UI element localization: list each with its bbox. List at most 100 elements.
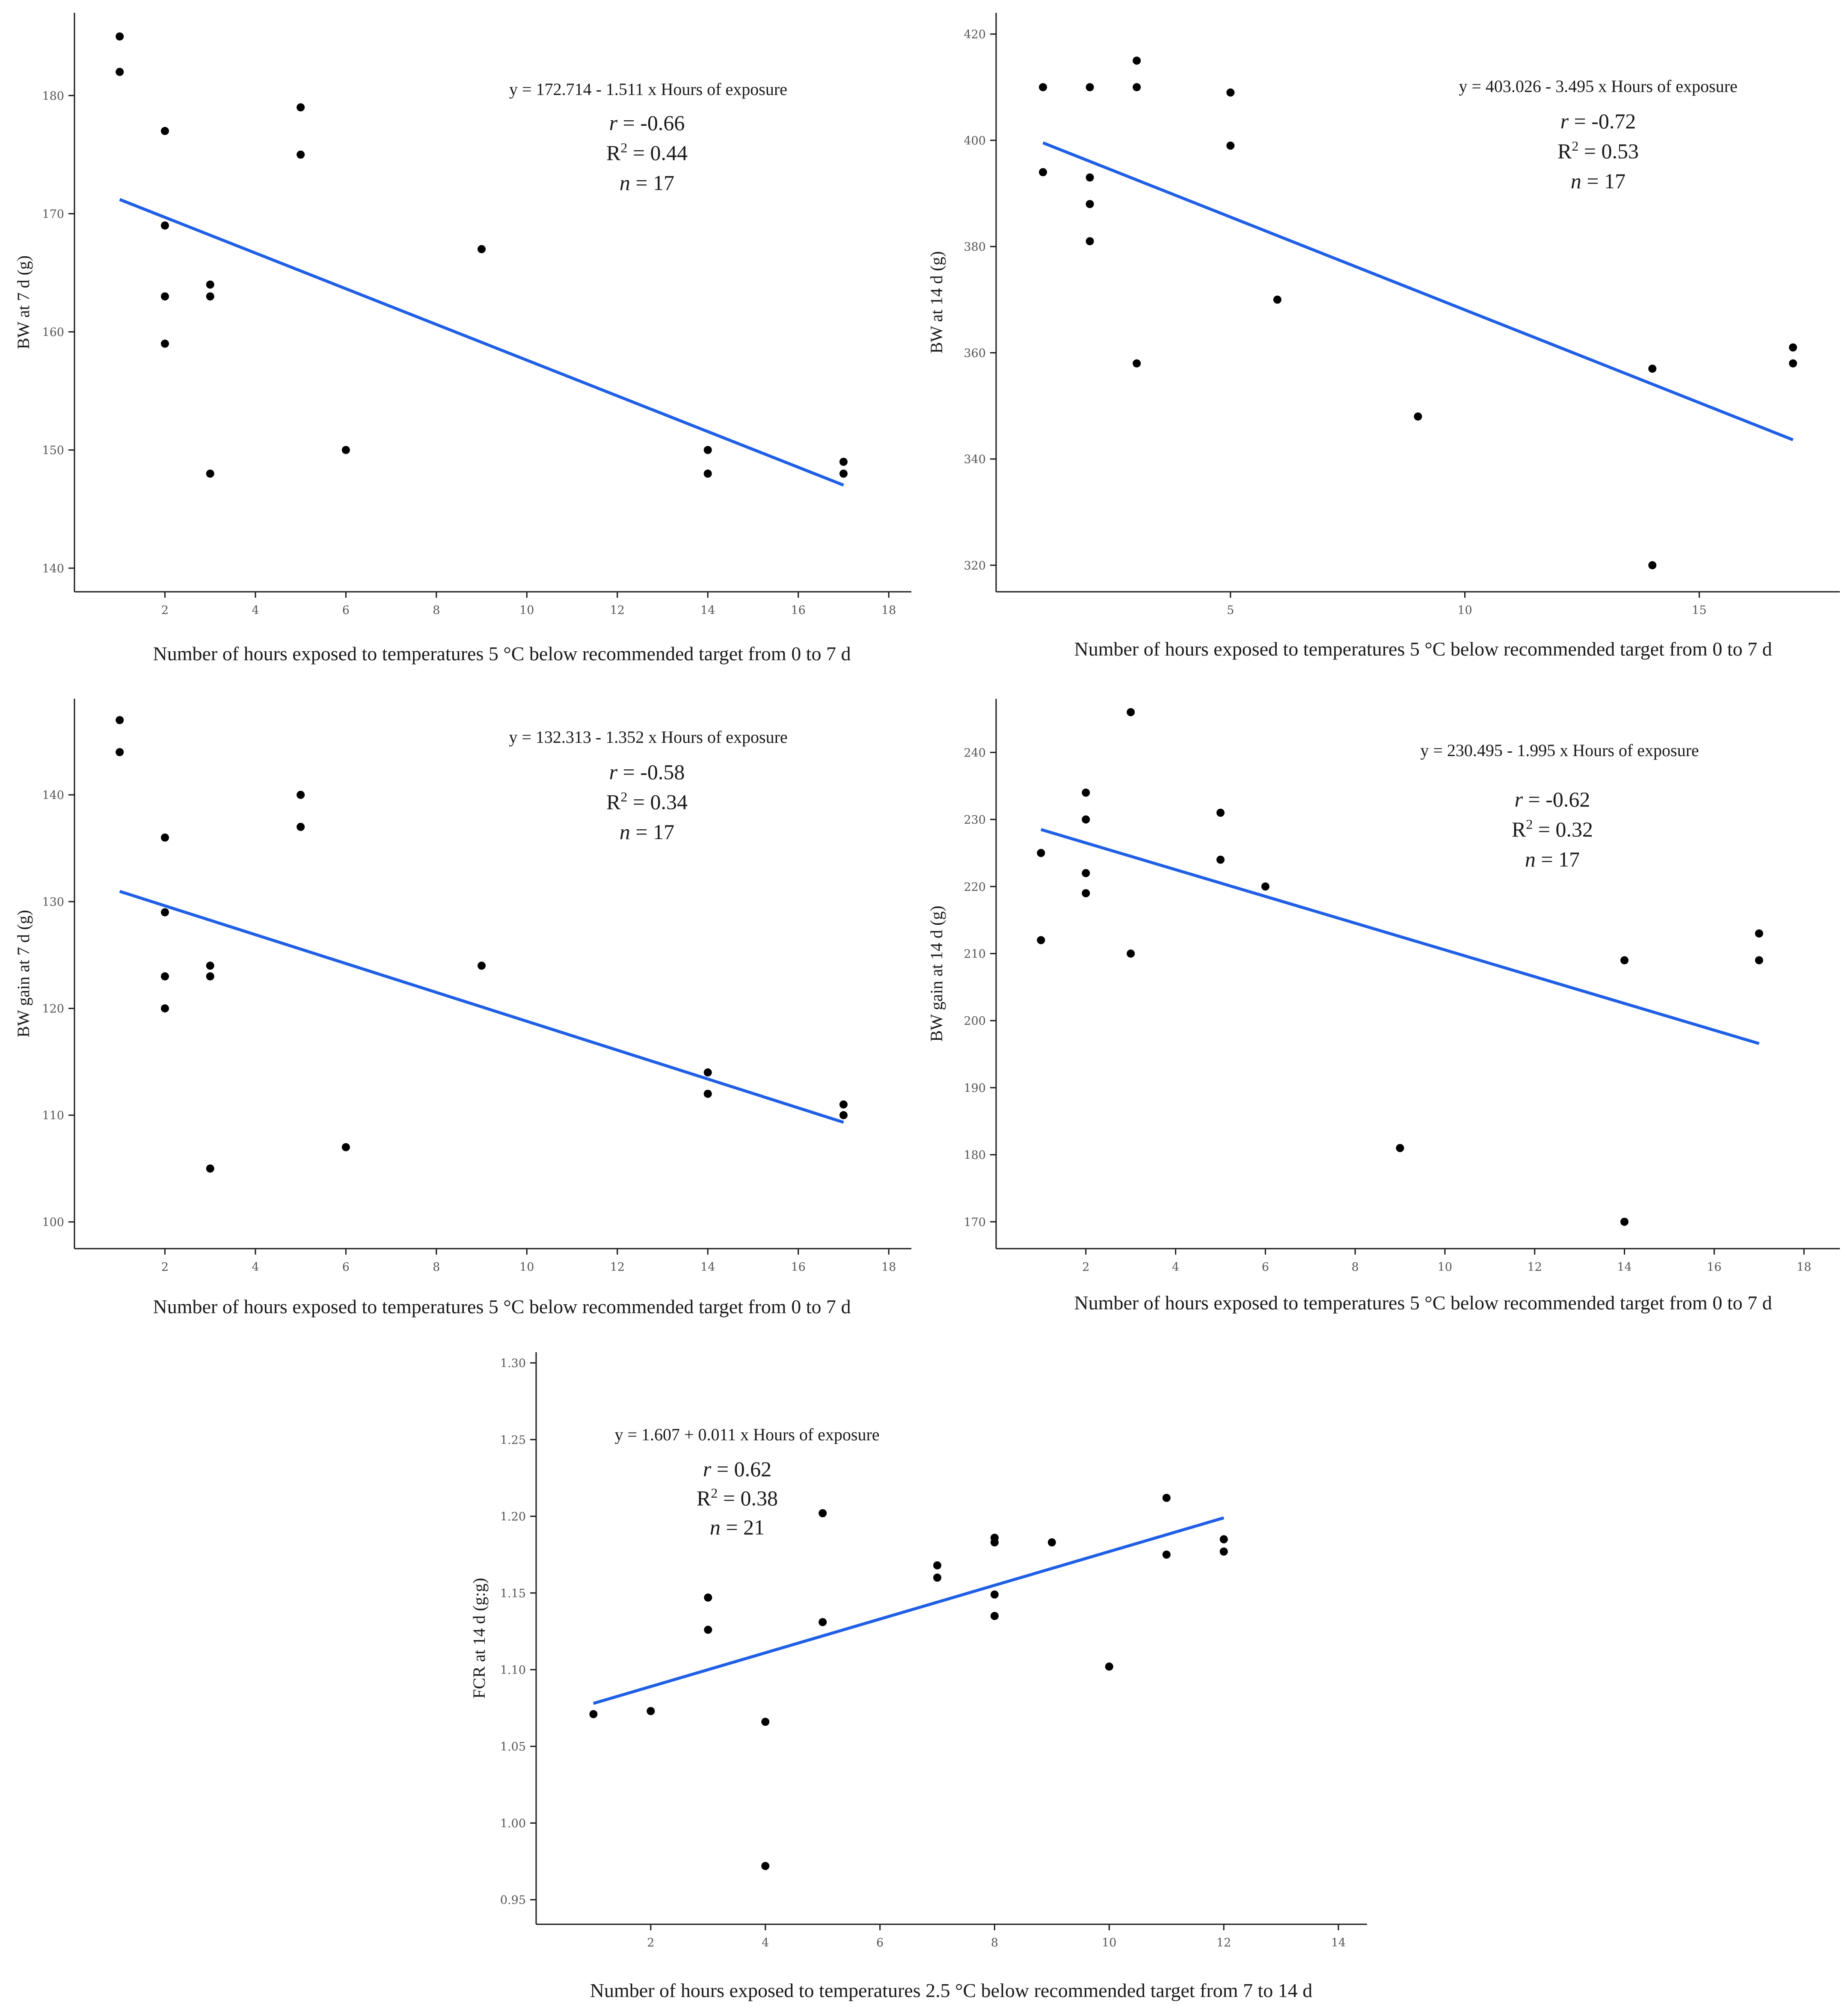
- data-point: [839, 1111, 848, 1119]
- x-tick-label: 8: [433, 1261, 440, 1274]
- data-point: [297, 150, 305, 159]
- r-value: = -0.66: [617, 111, 685, 135]
- r2-symbol: R: [1512, 817, 1526, 841]
- y-tick-label: 160: [42, 326, 64, 339]
- data-point: [761, 1718, 770, 1726]
- data-point: [1620, 1217, 1629, 1226]
- x-tick-label: 2: [161, 1261, 169, 1274]
- panel-bw-7d: 2 4 6 8 10 12 14 16 18 140 150 160 170 180 BW at 7 d (…: [14, 13, 911, 665]
- data-point: [478, 961, 486, 970]
- data-point: [1396, 1144, 1404, 1152]
- data-point: [160, 292, 169, 301]
- y-axis-label: BW gain at 14 d (g): [927, 905, 946, 1042]
- data-point: [116, 748, 124, 757]
- r-symbol: r: [609, 760, 618, 784]
- regression-line: [119, 890, 844, 1124]
- data-point: [1216, 808, 1225, 817]
- data-point: [933, 1573, 942, 1582]
- n-value: = 17: [630, 171, 674, 195]
- data-point: [839, 1100, 848, 1109]
- y-tick-label: 140: [42, 789, 64, 802]
- r-symbol: r: [1560, 109, 1569, 133]
- data-point: [1226, 88, 1235, 97]
- y-tick-label: 1.15: [500, 1587, 526, 1600]
- data-point: [1219, 1535, 1228, 1543]
- data-point: [1086, 200, 1094, 208]
- r2-superscript: 2: [1526, 816, 1533, 832]
- regression-line: [1042, 141, 1794, 442]
- sample-size: n = 21: [710, 1515, 765, 1539]
- data-point: [1133, 359, 1141, 368]
- data-point: [703, 469, 712, 478]
- data-point: [297, 822, 305, 831]
- data-point: [704, 1626, 712, 1634]
- x-tick-label: 6: [876, 1936, 884, 1950]
- y-tick-label: 180: [42, 89, 64, 103]
- data-point: [206, 469, 214, 478]
- data-point: [206, 972, 214, 981]
- x-tick-label: 12: [1216, 1936, 1231, 1950]
- x-tick-label: 14: [700, 1261, 715, 1274]
- data-point: [1162, 1494, 1171, 1502]
- y-tick-label: 200: [964, 1015, 986, 1028]
- x-tick-label: 18: [1797, 1261, 1811, 1274]
- x-tick-label: 8: [991, 1936, 998, 1950]
- y-axis-label: FCR at 14 d (g:g): [469, 1578, 489, 1698]
- r-squared: R2 = 0.38: [697, 1485, 778, 1510]
- y-tick-label: 1.25: [500, 1433, 526, 1447]
- correlation-r: r = 0.62: [703, 1457, 771, 1481]
- data-point: [1789, 343, 1797, 352]
- x-tick-label: 16: [791, 604, 805, 617]
- data-point: [1039, 83, 1047, 92]
- sample-size: n = 17: [620, 820, 674, 844]
- data-point: [761, 1862, 770, 1870]
- data-point: [1082, 788, 1090, 797]
- y-axis-label: BW at 14 d (g): [927, 251, 946, 353]
- data-point: [341, 1143, 350, 1151]
- data-point: [1219, 1547, 1228, 1556]
- data-point: [1414, 412, 1422, 421]
- panel-bw-14d: 5 10 15 320 340 360 380 400 420 BW at 14 d (g) Num…: [927, 13, 1840, 660]
- x-tick-label: 10: [1438, 1261, 1452, 1274]
- data-point: [1086, 173, 1094, 182]
- data-point: [703, 1068, 712, 1077]
- n-value: = 17: [1581, 169, 1626, 193]
- y-tick-label: 1.05: [500, 1740, 526, 1754]
- data-point: [703, 446, 712, 454]
- r2-superscript: 2: [1572, 138, 1578, 154]
- data-point: [341, 446, 350, 454]
- y-tick-label: 130: [42, 896, 64, 909]
- r-value: = -0.62: [1523, 787, 1590, 811]
- n-symbol: n: [710, 1515, 721, 1539]
- y-tick-label: 320: [964, 559, 986, 573]
- data-point: [1127, 949, 1135, 958]
- data-point: [1082, 815, 1090, 824]
- y-tick-label: 0.95: [500, 1894, 526, 1907]
- data-point: [990, 1538, 999, 1546]
- x-tick-label: 6: [1262, 1261, 1269, 1274]
- data-point: [990, 1590, 999, 1599]
- x-tick-label: 2: [1082, 1261, 1089, 1274]
- y-tick-label: 220: [964, 881, 986, 894]
- y-tick-label: 1.30: [500, 1357, 526, 1370]
- data-point: [206, 961, 214, 970]
- x-tick-label: 6: [342, 1261, 350, 1274]
- data-point: [160, 127, 169, 135]
- r-value: = -0.72: [1569, 109, 1636, 133]
- regression-equation: y = 172.714 - 1.511 x Hours of exposure: [509, 80, 787, 99]
- data-point: [297, 103, 305, 112]
- x-tick-label: 10: [519, 1261, 534, 1274]
- x-tick-label: 18: [881, 604, 896, 617]
- x-tick-label: 14: [700, 604, 715, 617]
- n-value: = 21: [721, 1515, 765, 1539]
- y-axis-label: BW at 7 d (g): [14, 255, 33, 349]
- regression-equation: y = 1.607 + 0.011 x Hours of exposure: [614, 1425, 879, 1444]
- regression-equation: y = 403.026 - 3.495 x Hours of exposure: [1459, 77, 1737, 96]
- r2-superscript: 2: [711, 1485, 718, 1501]
- x-tick-label: 4: [252, 1261, 259, 1274]
- data-point: [1648, 561, 1657, 570]
- regression-line: [1040, 828, 1760, 1045]
- data-point: [1082, 889, 1090, 897]
- x-axis-label: Number of hours exposed to temperatures …: [153, 1296, 851, 1318]
- data-point: [839, 457, 848, 466]
